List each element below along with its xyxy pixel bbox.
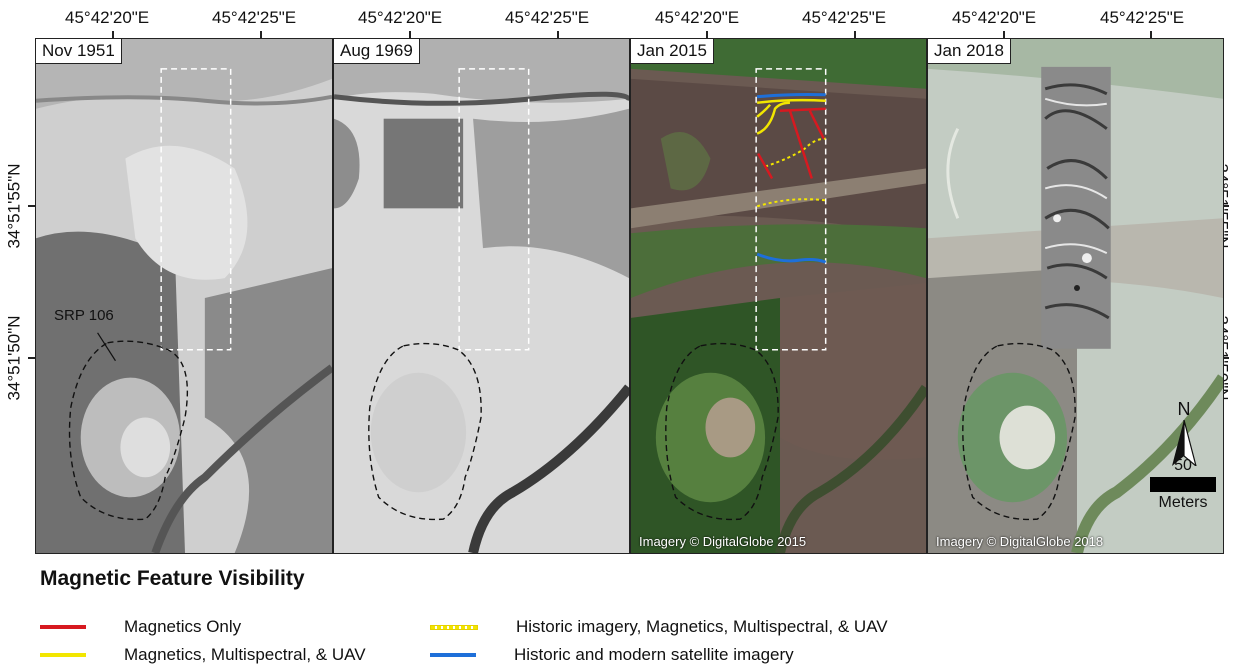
map-panel-1969: Aug 1969 [333, 38, 630, 554]
lon-label-2: 45°42'25"E [212, 8, 297, 27]
legend-item-satellite-imagery: Historic and modern satellite imagery [430, 645, 794, 665]
legend-swatch-blue [430, 653, 476, 657]
map-panel-2018: Jan 2018 Imagery © DigitalGlobe 2018 N 5… [927, 38, 1224, 554]
lon-label-3: 45°42'20"E [358, 8, 443, 27]
lon-label-4: 45°42'25"E [505, 8, 590, 27]
aerial-image-1951 [36, 39, 332, 553]
map-panel-2015: Jan 2015 Imagery © DigitalGlobe 2015 [630, 38, 927, 554]
legend-title: Magnetic Feature Visibility [40, 567, 305, 590]
legend-swatch-yellow-dotted [430, 624, 478, 630]
satellite-image-2018 [928, 39, 1223, 553]
aerial-image-1969 [334, 39, 629, 553]
feature-blue-2 [756, 252, 827, 264]
legend-swatch-yellow [40, 653, 86, 657]
panel-date-2018: Jan 2018 [928, 39, 1011, 64]
imagery-credit-2018: Imagery © DigitalGlobe 2018 [936, 534, 1104, 549]
lon-label-1: 45°42'20"E [65, 8, 150, 27]
imagery-credit-2015: Imagery © DigitalGlobe 2015 [639, 534, 807, 549]
lat-label-left-1: 34°51'55"N [4, 163, 24, 249]
panel-date-1951: Nov 1951 [36, 39, 122, 64]
legend-item-historic-imagery: Historic imagery, Magnetics, Multispectr… [430, 617, 888, 637]
feature-blue-1 [757, 93, 826, 99]
scale-unit: Meters [1158, 494, 1208, 511]
panel-date-2015: Jan 2015 [631, 39, 714, 64]
scale-value: 50 [1174, 457, 1192, 474]
legend-swatch-red [40, 625, 86, 629]
lon-label-8: 45°42'25"E [1100, 8, 1185, 27]
site-label: SRP 106 [54, 307, 114, 324]
lon-label-7: 45°42'20"E [952, 8, 1037, 27]
north-label: N [1177, 399, 1191, 419]
panel-date-1969: Aug 1969 [334, 39, 420, 64]
legend-item-magnetics-only: Magnetics Only [40, 617, 241, 637]
north-arrow-icon: N [1168, 399, 1200, 466]
satellite-image-2015 [631, 39, 926, 553]
lon-label-5: 45°42'20"E [655, 8, 740, 27]
lon-label-6: 45°42'25"E [802, 8, 887, 27]
lat-label-left-2: 34°51'50"N [4, 315, 24, 401]
map-panel-1951: Nov 1951 SRP 106 [35, 38, 333, 554]
legend-item-magnetics-multispectral-uav: Magnetics, Multispectral, & UAV [40, 645, 366, 665]
scale-bar: 50 Meters [1150, 457, 1216, 512]
